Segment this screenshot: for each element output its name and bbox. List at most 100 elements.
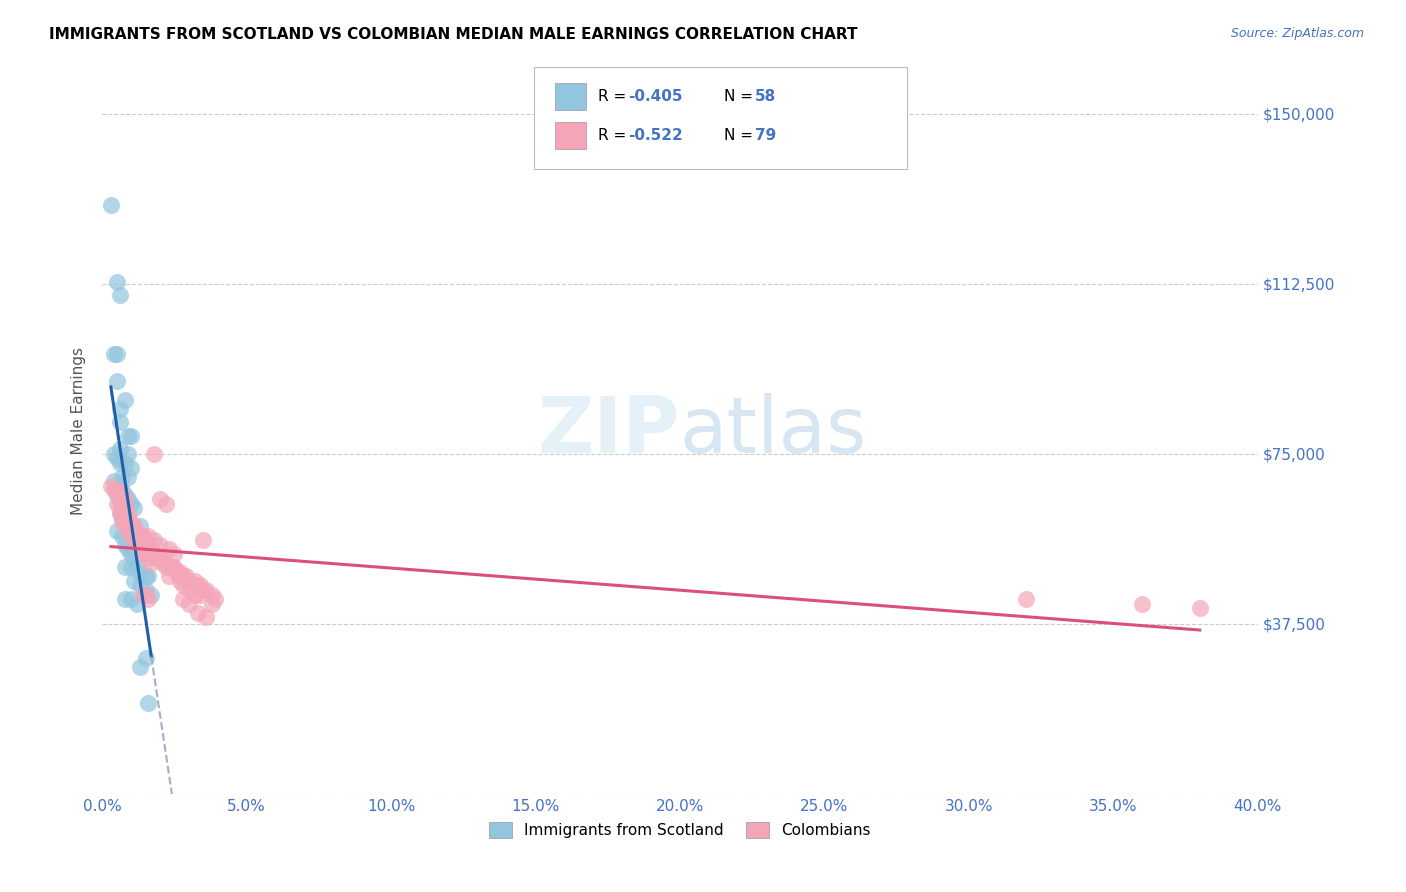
Point bbox=[108, 488, 131, 502]
Point bbox=[111, 469, 134, 483]
Point bbox=[195, 610, 218, 624]
Point bbox=[117, 469, 139, 483]
Point bbox=[160, 560, 183, 574]
Point bbox=[157, 569, 180, 583]
Point bbox=[186, 578, 208, 592]
Point bbox=[138, 551, 160, 566]
Point bbox=[105, 347, 128, 361]
Point bbox=[149, 551, 172, 566]
Point bbox=[114, 392, 136, 407]
Point bbox=[114, 456, 136, 470]
Point bbox=[135, 547, 157, 561]
Point bbox=[131, 547, 153, 561]
Point bbox=[169, 565, 191, 579]
Point bbox=[131, 528, 153, 542]
Point bbox=[172, 578, 194, 592]
Text: R =: R = bbox=[598, 89, 631, 103]
Point bbox=[138, 592, 160, 607]
Point bbox=[135, 587, 157, 601]
Point bbox=[125, 524, 148, 538]
Point bbox=[141, 542, 163, 557]
Point bbox=[114, 515, 136, 529]
Point bbox=[114, 592, 136, 607]
Point bbox=[105, 497, 128, 511]
Point bbox=[103, 483, 125, 498]
Text: -0.405: -0.405 bbox=[628, 89, 683, 103]
Text: atlas: atlas bbox=[681, 393, 868, 469]
Point bbox=[183, 574, 205, 588]
Point bbox=[114, 488, 136, 502]
Point bbox=[138, 538, 160, 552]
Point bbox=[117, 515, 139, 529]
Point bbox=[100, 478, 122, 492]
Point bbox=[1015, 592, 1038, 607]
Point bbox=[103, 474, 125, 488]
Point bbox=[143, 447, 166, 461]
Point bbox=[166, 565, 188, 579]
Point bbox=[128, 565, 150, 579]
Point bbox=[108, 401, 131, 416]
Point bbox=[122, 533, 145, 547]
Point bbox=[111, 483, 134, 498]
Text: -0.522: -0.522 bbox=[628, 128, 683, 143]
Point bbox=[155, 560, 177, 574]
Point bbox=[114, 510, 136, 524]
Text: R =: R = bbox=[598, 128, 631, 143]
Point bbox=[117, 524, 139, 538]
Point bbox=[108, 497, 131, 511]
Point bbox=[201, 587, 224, 601]
Point bbox=[146, 551, 169, 566]
Point bbox=[177, 582, 200, 597]
Point bbox=[201, 597, 224, 611]
Point bbox=[138, 528, 160, 542]
Point bbox=[120, 592, 142, 607]
Point bbox=[114, 560, 136, 574]
Point bbox=[135, 582, 157, 597]
Point bbox=[172, 592, 194, 607]
Text: IMMIGRANTS FROM SCOTLAND VS COLOMBIAN MEDIAN MALE EARNINGS CORRELATION CHART: IMMIGRANTS FROM SCOTLAND VS COLOMBIAN ME… bbox=[49, 27, 858, 42]
Point bbox=[128, 578, 150, 592]
Point bbox=[177, 597, 200, 611]
Point bbox=[143, 533, 166, 547]
Point bbox=[163, 547, 186, 561]
Point bbox=[105, 524, 128, 538]
Point bbox=[157, 542, 180, 557]
Point bbox=[120, 515, 142, 529]
Point bbox=[155, 556, 177, 570]
Point bbox=[125, 538, 148, 552]
Point bbox=[135, 651, 157, 665]
Y-axis label: Median Male Earnings: Median Male Earnings bbox=[72, 347, 86, 516]
Point bbox=[120, 547, 142, 561]
Point bbox=[141, 587, 163, 601]
Point bbox=[108, 506, 131, 520]
Point bbox=[135, 533, 157, 547]
Point bbox=[117, 506, 139, 520]
Point bbox=[122, 519, 145, 533]
Point bbox=[183, 587, 205, 601]
Point bbox=[120, 460, 142, 475]
Point bbox=[111, 492, 134, 507]
Point bbox=[138, 569, 160, 583]
Point bbox=[155, 497, 177, 511]
Point bbox=[169, 574, 191, 588]
Point bbox=[166, 565, 188, 579]
Point bbox=[190, 587, 212, 601]
Point bbox=[117, 429, 139, 443]
Point bbox=[105, 451, 128, 466]
Point bbox=[111, 510, 134, 524]
Point bbox=[111, 515, 134, 529]
Point bbox=[108, 506, 131, 520]
Point bbox=[108, 415, 131, 429]
Point bbox=[122, 551, 145, 566]
Point bbox=[1130, 597, 1153, 611]
Point bbox=[105, 275, 128, 289]
Point bbox=[125, 597, 148, 611]
Point bbox=[117, 447, 139, 461]
Point bbox=[111, 510, 134, 524]
Point bbox=[174, 569, 197, 583]
Point bbox=[108, 478, 131, 492]
Point bbox=[193, 533, 215, 547]
Point bbox=[111, 501, 134, 516]
Point bbox=[195, 582, 218, 597]
Point bbox=[105, 483, 128, 498]
